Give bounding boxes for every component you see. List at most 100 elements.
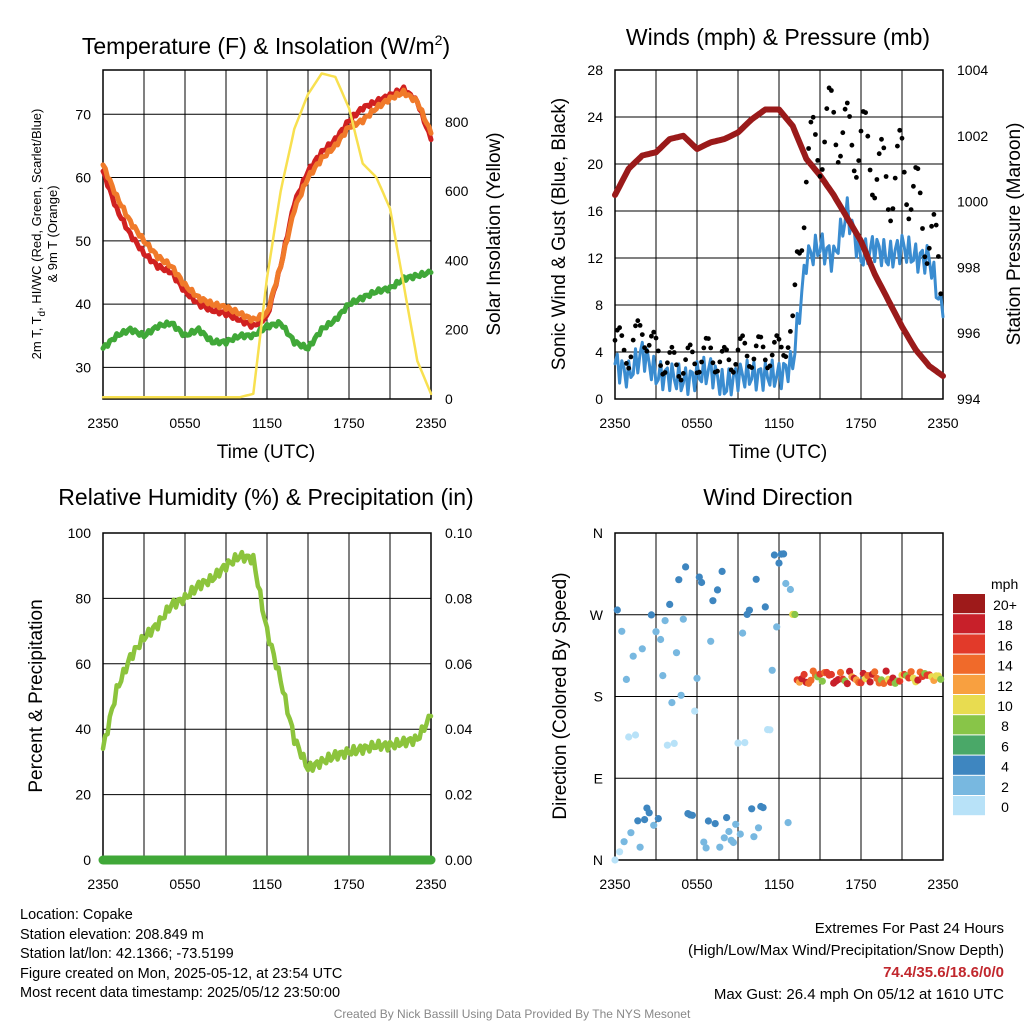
winds-gust-point bbox=[806, 146, 811, 151]
winds-y-tick-label: 16 bbox=[587, 203, 603, 219]
winds-gust-point bbox=[813, 132, 818, 137]
direction-point bbox=[627, 829, 635, 837]
direction-point bbox=[775, 559, 783, 567]
winds-gust-point bbox=[883, 174, 889, 179]
winds-gust-point bbox=[849, 142, 855, 148]
direction-y-tick-label: W bbox=[590, 607, 604, 623]
temperature-series-solar-insolation bbox=[101, 72, 433, 399]
direction-point bbox=[679, 615, 687, 623]
winds-gust-point bbox=[824, 106, 830, 111]
winds-x-tick-label: 1750 bbox=[845, 415, 876, 431]
humidity-x-tick-label: 2350 bbox=[415, 876, 446, 892]
direction-point bbox=[634, 817, 642, 825]
winds-y-axis-title: Sonic Wind & Gust (Blue, Black) bbox=[549, 98, 570, 370]
winds-gust-point bbox=[888, 218, 893, 224]
humidity-y2-tick-label: 0.02 bbox=[445, 787, 472, 803]
winds-gust-point bbox=[690, 349, 695, 355]
direction-point bbox=[629, 652, 637, 660]
legend-label: 6 bbox=[1001, 738, 1009, 754]
direction-point bbox=[734, 739, 742, 747]
direction-point bbox=[807, 676, 815, 684]
temperature-y-tick-label: 30 bbox=[75, 359, 91, 375]
direction-point bbox=[698, 578, 706, 587]
winds-gust-point bbox=[783, 354, 789, 360]
winds-gust-point bbox=[667, 350, 673, 355]
winds-y2-tick-label: 994 bbox=[957, 391, 981, 407]
humidity-y-tick-label: 0 bbox=[83, 852, 91, 868]
winds-gust-point bbox=[842, 106, 848, 112]
direction-point bbox=[663, 741, 672, 749]
temperature-y2-tick-label: 400 bbox=[445, 252, 469, 268]
legend-swatch bbox=[953, 634, 985, 654]
direction-point bbox=[657, 635, 665, 644]
direction-point bbox=[780, 550, 788, 558]
winds-y2-tick-label: 996 bbox=[957, 325, 981, 341]
direction-point bbox=[784, 819, 792, 827]
direction-panel-title: Wind Direction bbox=[703, 484, 853, 510]
temperature-series-td bbox=[100, 268, 434, 352]
winds-gust-point bbox=[665, 360, 670, 366]
winds-gust-point bbox=[792, 282, 798, 288]
winds-gust-point bbox=[936, 254, 941, 259]
direction-point bbox=[718, 567, 726, 576]
max-gust: Max Gust: 26.4 mph On 05/12 at 1610 UTC bbox=[713, 986, 1004, 1003]
winds-gust-point bbox=[637, 323, 643, 328]
extremes-title: Extremes For Past 24 Hours bbox=[814, 920, 1004, 937]
direction-point bbox=[702, 844, 710, 852]
direction-point bbox=[677, 691, 685, 699]
legend-swatch bbox=[953, 775, 985, 795]
winds-x-tick-label: 2350 bbox=[599, 415, 630, 431]
temperature-x-tick-label: 2350 bbox=[87, 415, 118, 431]
winds-gust-point bbox=[774, 333, 780, 339]
temperature-y2-tick-label: 600 bbox=[445, 183, 469, 199]
winds-gust-point bbox=[854, 175, 859, 180]
winds-gust-point bbox=[772, 339, 777, 345]
station-location: Location: Copake bbox=[20, 907, 133, 923]
station-latlon: Station lat/lon: 42.1366; -73.5199 bbox=[20, 946, 234, 962]
direction-point bbox=[866, 678, 874, 686]
direction-point bbox=[882, 667, 890, 675]
legend-swatch bbox=[953, 735, 985, 755]
direction-point bbox=[720, 834, 728, 842]
winds-gust-point bbox=[890, 206, 896, 212]
humidity-y2-tick-label: 0.00 bbox=[445, 852, 472, 868]
winds-gust-point bbox=[938, 291, 944, 297]
direction-point bbox=[613, 606, 621, 614]
winds-gust-point bbox=[683, 357, 688, 363]
winds-gust-point bbox=[835, 160, 841, 165]
winds-gust-point bbox=[872, 195, 878, 201]
winds-gust-point bbox=[885, 207, 891, 213]
humidity-y2-tick-label: 0.10 bbox=[445, 525, 472, 541]
winds-gust-point bbox=[881, 145, 887, 151]
winds-gust-point bbox=[646, 342, 652, 348]
temperature-x-axis-title: Time (UTC) bbox=[217, 442, 316, 463]
extremes-values: 74.4/35.6/18.6/0/0 bbox=[883, 964, 1004, 981]
direction-point bbox=[723, 814, 731, 822]
temperature-x-tick-label: 1150 bbox=[252, 415, 282, 431]
temperature-y-tick-label: 60 bbox=[75, 170, 91, 186]
winds-series-sonic-wind bbox=[613, 196, 945, 397]
winds-axes bbox=[612, 69, 946, 400]
winds-gust-point bbox=[876, 151, 882, 157]
winds-gust-point bbox=[680, 371, 686, 376]
winds-gust-point bbox=[651, 329, 657, 335]
direction-point bbox=[661, 617, 669, 625]
legend-swatch bbox=[953, 594, 985, 614]
direction-point bbox=[704, 817, 713, 825]
winds-gust-point bbox=[715, 368, 720, 374]
winds-gust-point bbox=[669, 344, 675, 350]
winds-x-axis-title: Time (UTC) bbox=[729, 442, 828, 463]
winds-gust-point bbox=[906, 216, 912, 222]
direction-point bbox=[761, 603, 769, 611]
winds-gust-point bbox=[819, 167, 825, 172]
direction-point bbox=[645, 809, 653, 817]
winds-gust-point bbox=[678, 377, 684, 383]
temperature-y-tick-label: 50 bbox=[75, 233, 91, 249]
direction-point bbox=[843, 680, 851, 688]
humidity-y-tick-label: 20 bbox=[75, 787, 91, 803]
legend-swatch bbox=[953, 715, 985, 735]
winds-gust-point bbox=[710, 360, 716, 366]
winds-gust-point bbox=[708, 345, 714, 351]
direction-x-tick-label: 2350 bbox=[599, 876, 630, 892]
temperature-x-tick-label: 1750 bbox=[333, 415, 364, 431]
